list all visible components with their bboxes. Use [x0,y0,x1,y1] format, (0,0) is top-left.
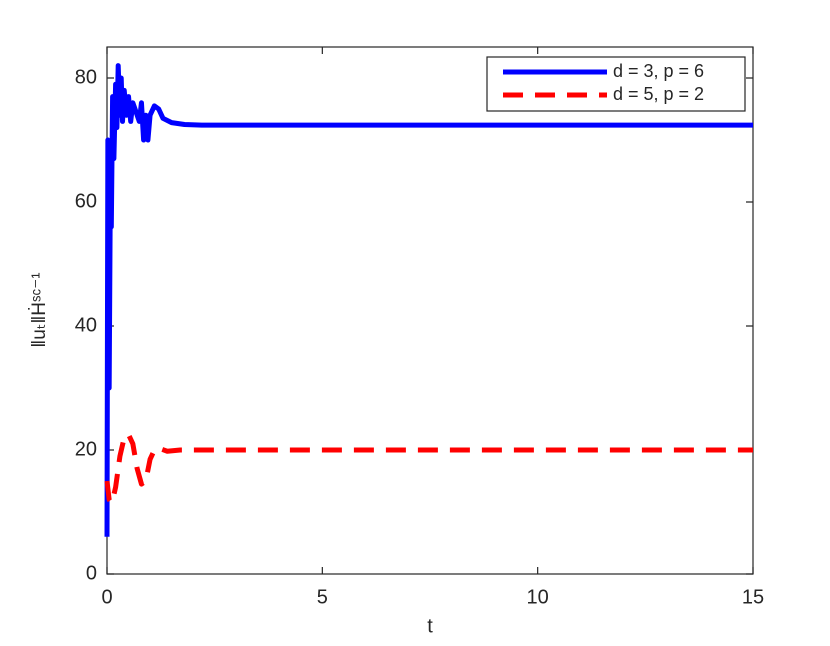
x-axis-label: t [427,615,433,637]
legend-box [486,56,746,112]
legend-label: d = 5, p = 2 [613,84,704,104]
y-tick-label: 60 [75,190,97,212]
y-tick-label: 0 [86,562,97,584]
line [104,432,753,506]
x-tick-label: 15 [742,586,764,608]
y-tick-label: 80 [75,66,97,88]
y-axis-label: ‖uₜ‖Ḣˢᶜ⁻¹ [29,272,50,347]
x-tick-label: 5 [317,586,328,608]
y-tick-label: 20 [75,438,97,460]
x-tick-label: 10 [527,586,549,608]
x-tick-label: 0 [101,586,112,608]
line [104,63,753,537]
legend-label: d = 3, p = 6 [613,61,704,81]
y-tick-label: 40 [75,314,97,336]
